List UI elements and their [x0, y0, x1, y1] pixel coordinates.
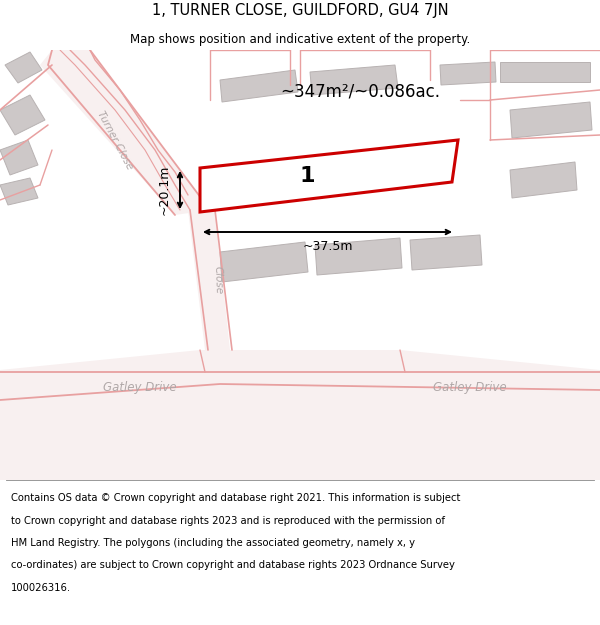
Polygon shape [220, 70, 298, 102]
Text: Close: Close [212, 266, 223, 294]
Text: ~37.5m: ~37.5m [302, 239, 353, 252]
Polygon shape [510, 102, 592, 138]
Polygon shape [0, 95, 45, 135]
Text: Turner Close: Turner Close [95, 109, 134, 171]
Polygon shape [188, 210, 230, 350]
Polygon shape [0, 350, 600, 480]
Text: 1, TURNER CLOSE, GUILDFORD, GU4 7JN: 1, TURNER CLOSE, GUILDFORD, GU4 7JN [152, 4, 448, 19]
Text: 1: 1 [300, 166, 315, 186]
Polygon shape [310, 65, 398, 95]
Text: ~20.1m: ~20.1m [157, 165, 170, 215]
Text: Map shows position and indicative extent of the property.: Map shows position and indicative extent… [130, 32, 470, 46]
Polygon shape [5, 52, 42, 83]
Text: HM Land Registry. The polygons (including the associated geometry, namely x, y: HM Land Registry. The polygons (includin… [11, 538, 415, 548]
Text: 100026316.: 100026316. [11, 583, 71, 593]
Polygon shape [0, 178, 38, 205]
Polygon shape [0, 140, 38, 175]
Polygon shape [220, 242, 308, 282]
Polygon shape [410, 235, 482, 270]
Text: Contains OS data © Crown copyright and database right 2021. This information is : Contains OS data © Crown copyright and d… [11, 493, 460, 503]
Text: to Crown copyright and database rights 2023 and is reproduced with the permissio: to Crown copyright and database rights 2… [11, 516, 445, 526]
Polygon shape [315, 238, 402, 275]
Polygon shape [500, 62, 590, 82]
Polygon shape [200, 140, 458, 212]
Text: ~347m²/~0.086ac.: ~347m²/~0.086ac. [280, 83, 440, 101]
Polygon shape [440, 62, 496, 85]
Polygon shape [40, 50, 210, 215]
Polygon shape [510, 162, 577, 198]
Text: Gatley Drive: Gatley Drive [103, 381, 177, 394]
Text: Gatley Drive: Gatley Drive [433, 381, 507, 394]
Text: co-ordinates) are subject to Crown copyright and database rights 2023 Ordnance S: co-ordinates) are subject to Crown copyr… [11, 561, 455, 571]
